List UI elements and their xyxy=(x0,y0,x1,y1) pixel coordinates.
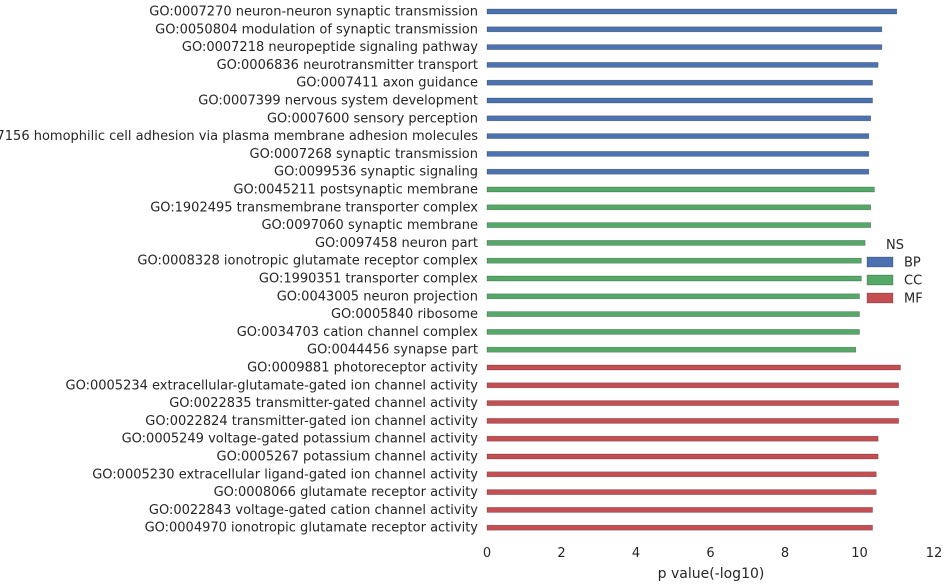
legend-label: BP xyxy=(904,256,921,271)
y-tick-label: GO:0022824 transmitter-gated ion channel… xyxy=(145,414,478,429)
y-tick-label: GO:0099536 synaptic signaling xyxy=(274,165,478,180)
y-tick-label: GO:0005230 extracellular ligand-gated io… xyxy=(92,467,478,482)
y-tick-labels: GO:0007270 neuron-neuron synaptic transm… xyxy=(0,5,478,536)
y-tick-label: GO:0007399 nervous system development xyxy=(198,94,478,109)
bar xyxy=(486,275,862,282)
bar xyxy=(486,240,866,246)
bar xyxy=(486,151,870,157)
y-tick-label: GO:0043005 neuron projection xyxy=(277,289,478,304)
x-tick-label: 0 xyxy=(483,546,491,561)
y-tick-label: GO:0005840 ribosome xyxy=(331,307,478,322)
bar xyxy=(486,26,883,33)
y-tick-label: GO:0007270 neuron-neuron synaptic transm… xyxy=(149,5,478,20)
bar xyxy=(486,97,873,104)
x-tick-label: 12 xyxy=(926,546,943,561)
bar xyxy=(486,346,857,353)
bar xyxy=(486,62,879,68)
y-tick-label: GO:0005267 potassium channel activity xyxy=(217,450,479,465)
y-tick-label: GO:0006836 neurotransmitter transport xyxy=(217,58,478,73)
x-tick-label: 8 xyxy=(781,546,789,561)
y-tick-label: GO:0097060 synaptic membrane xyxy=(261,218,478,233)
y-tick-label: GO:0034703 cation channel complex xyxy=(237,325,479,340)
bar xyxy=(486,311,860,317)
bar xyxy=(486,507,873,513)
legend-title: NS xyxy=(886,238,904,253)
y-tick-label: GO:0022835 transmitter-gated channel act… xyxy=(169,396,478,411)
x-tick-label: 10 xyxy=(851,546,868,561)
bar xyxy=(486,453,879,460)
bar xyxy=(486,489,877,495)
y-tick-label: GO:0008066 glutamate receptor activity xyxy=(214,485,479,500)
bar xyxy=(486,400,899,406)
bar xyxy=(486,168,870,175)
bar xyxy=(486,115,871,122)
y-tick-label: GO:1902495 transmembrane transporter com… xyxy=(150,200,478,215)
bar xyxy=(486,382,899,389)
bar xyxy=(486,418,899,424)
legend-label: MF xyxy=(904,292,923,307)
y-tick-label: GO:0004970 ionotropic glutamate receptor… xyxy=(145,521,479,536)
bars-layer xyxy=(486,8,901,531)
bar xyxy=(486,133,870,139)
y-tick-label: GO:0045211 postsynaptic membrane xyxy=(233,183,478,198)
x-tick-labels: 0 2 4 6 8 10 12 xyxy=(483,546,942,561)
y-tick-label: GO:0005249 voltage-gated potassium chann… xyxy=(122,432,479,447)
legend-swatch xyxy=(866,256,894,268)
y-tick-label: GO:0005234 extracellular-glutamate-gated… xyxy=(66,378,479,393)
y-tick-label: GO:0007268 synaptic transmission xyxy=(250,147,478,162)
bar xyxy=(486,364,901,371)
y-tick-label: GO:0007156 homophilic cell adhesion via … xyxy=(0,129,478,144)
bar xyxy=(486,204,871,211)
bar xyxy=(486,257,862,264)
x-tick-label: 4 xyxy=(632,546,640,561)
y-tick-label: GO:0050804 modulation of synaptic transm… xyxy=(155,22,478,37)
legend-swatch xyxy=(866,274,894,286)
y-tick-label: GO:0008328 ionotropic glutamate receptor… xyxy=(137,254,478,269)
bar xyxy=(486,435,879,442)
y-tick-label: GO:0009881 photoreceptor activity xyxy=(247,361,478,376)
bar xyxy=(486,79,873,86)
y-tick-label: GO:0007600 sensory perception xyxy=(267,111,478,126)
y-tick-label: GO:0044456 synapse part xyxy=(307,343,478,358)
y-tick-label: GO:0007218 neuropeptide signaling pathwa… xyxy=(182,40,478,55)
x-tick-label: 6 xyxy=(706,546,714,561)
bar xyxy=(486,222,871,228)
y-tick-label: GO:0022843 voltage-gated cation channel … xyxy=(149,503,478,518)
bar xyxy=(486,329,860,335)
bar xyxy=(486,186,875,193)
bar xyxy=(486,44,883,50)
bar xyxy=(486,471,877,478)
bar xyxy=(486,8,898,15)
x-tick-label: 2 xyxy=(557,546,565,561)
bar xyxy=(486,524,873,531)
y-tick-label: GO:0097458 neuron part xyxy=(315,236,478,251)
legend-label: CC xyxy=(904,274,922,289)
legend-swatch xyxy=(866,292,894,304)
y-tick-label: GO:0007411 axon guidance xyxy=(296,76,478,91)
x-axis-label: p value(-log10) xyxy=(658,566,765,582)
y-tick-label: GO:1990351 transporter complex xyxy=(259,272,478,287)
bar xyxy=(486,293,860,300)
